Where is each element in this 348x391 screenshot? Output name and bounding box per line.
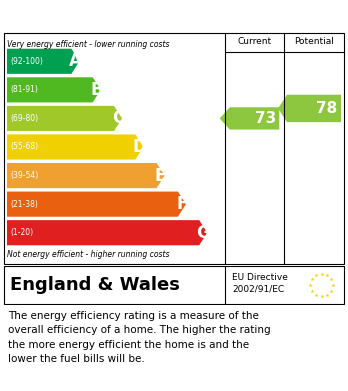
Text: Potential: Potential xyxy=(294,38,334,47)
Text: Current: Current xyxy=(237,38,271,47)
Text: (92-100): (92-100) xyxy=(10,57,43,66)
Polygon shape xyxy=(220,107,279,129)
Text: (55-68): (55-68) xyxy=(10,142,38,151)
Text: 73: 73 xyxy=(255,111,277,126)
Polygon shape xyxy=(278,95,341,122)
Text: C: C xyxy=(112,109,124,127)
Text: (39-54): (39-54) xyxy=(10,171,38,180)
Text: (81-91): (81-91) xyxy=(10,85,38,94)
Text: The energy efficiency rating is a measure of the
overall efficiency of a home. T: The energy efficiency rating is a measur… xyxy=(8,311,271,364)
Text: Very energy efficient - lower running costs: Very energy efficient - lower running co… xyxy=(7,40,169,49)
Text: F: F xyxy=(176,195,188,213)
Text: E: E xyxy=(155,167,166,185)
Polygon shape xyxy=(7,135,143,160)
Text: A: A xyxy=(69,52,82,70)
Text: G: G xyxy=(196,224,210,242)
Text: Energy Efficiency Rating: Energy Efficiency Rating xyxy=(9,9,219,24)
Text: (21-38): (21-38) xyxy=(10,200,38,209)
Polygon shape xyxy=(7,106,122,131)
Text: England & Wales: England & Wales xyxy=(10,276,180,294)
Text: D: D xyxy=(133,138,146,156)
Polygon shape xyxy=(7,77,101,102)
Polygon shape xyxy=(7,192,186,217)
Text: Not energy efficient - higher running costs: Not energy efficient - higher running co… xyxy=(7,250,169,259)
Text: (1-20): (1-20) xyxy=(10,228,33,237)
Polygon shape xyxy=(7,163,165,188)
Text: EU Directive
2002/91/EC: EU Directive 2002/91/EC xyxy=(232,273,288,293)
Text: (69-80): (69-80) xyxy=(10,114,38,123)
Polygon shape xyxy=(7,220,207,245)
Text: 78: 78 xyxy=(316,101,337,116)
Text: B: B xyxy=(90,81,103,99)
Polygon shape xyxy=(7,49,79,74)
